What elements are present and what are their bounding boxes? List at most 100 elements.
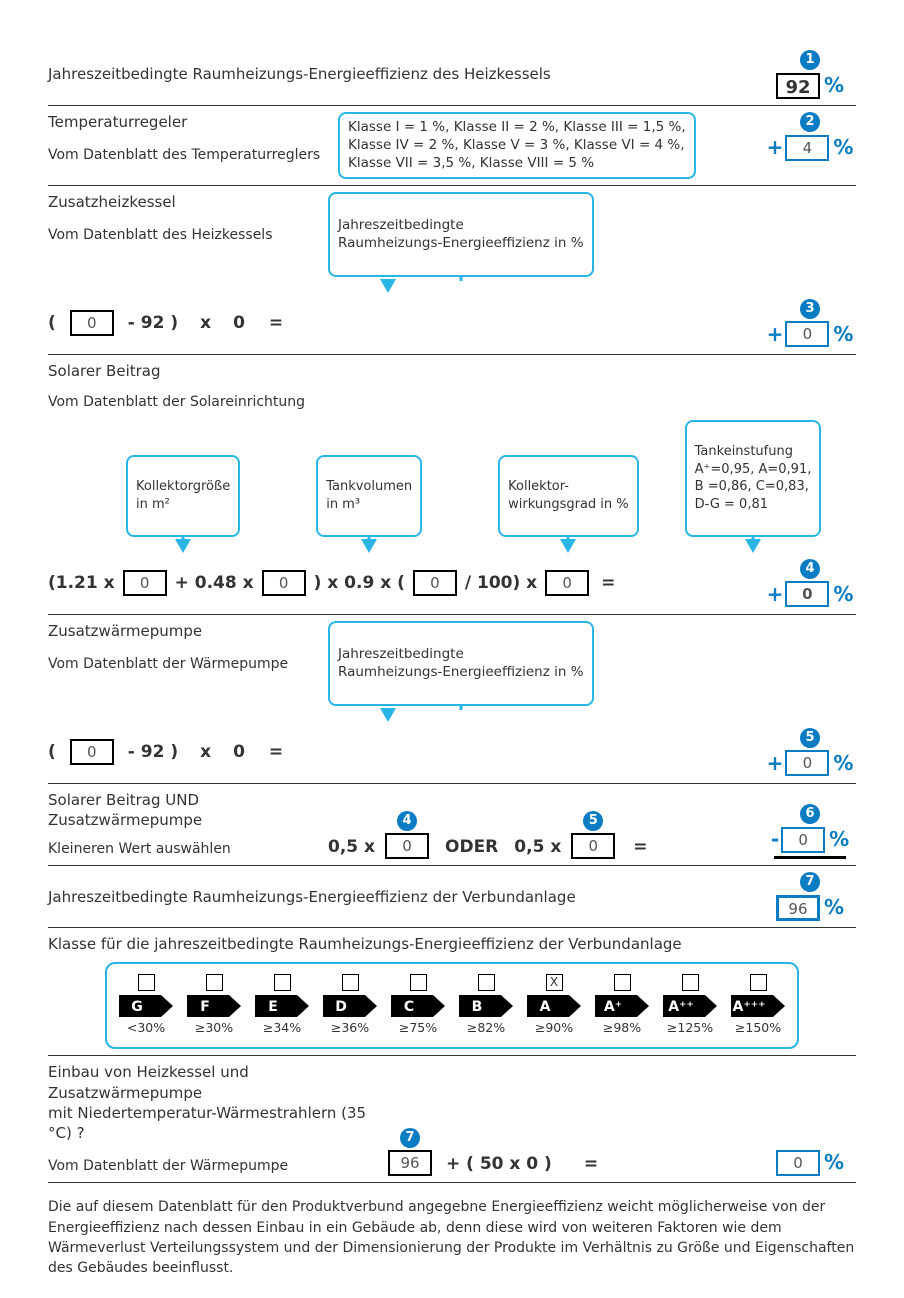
class-threshold: ≥125%	[667, 1020, 713, 1037]
fmt-factor: 0	[233, 312, 245, 335]
class-threshold: ≥75%	[399, 1020, 437, 1037]
s8-value: 0	[776, 1150, 820, 1176]
class-item: A⁺ ≥98%	[595, 974, 649, 1037]
class-arrow-icon: C	[391, 995, 445, 1017]
class-item: E ≥34%	[255, 974, 309, 1037]
s8-plus: + ( 50 x 0 )	[446, 1153, 552, 1176]
s2-value: 4	[785, 135, 829, 161]
s5-callout-text: Jahreszeitbedingte Raumheizungs-Energiee…	[338, 646, 584, 680]
s7-title: Jahreszeitbedingte Raumheizungs-Energiee…	[48, 887, 576, 907]
section-solar: Solarer Beitrag Vom Datenblatt der Solar…	[48, 361, 856, 608]
class-arrow-icon: F	[187, 995, 241, 1017]
s4-v3[interactable]: 0	[413, 570, 457, 596]
class-threshold: ≥82%	[467, 1020, 505, 1037]
class-arrow-icon: B	[459, 995, 513, 1017]
s8-v1[interactable]: 96	[388, 1150, 432, 1176]
class-checkbox[interactable]	[138, 974, 155, 991]
class-threshold: ≥150%	[735, 1020, 781, 1037]
class-arrow-icon: G	[119, 995, 173, 1017]
class-checkbox[interactable]: X	[546, 974, 563, 991]
class-arrow-icon: A⁺⁺	[663, 995, 717, 1017]
s4-c2: Tankvolumen in m³	[316, 455, 422, 537]
svg-text:A⁺: A⁺	[604, 999, 622, 1015]
s6-oder: ODER	[445, 836, 498, 859]
class-item: A⁺⁺⁺ ≥150%	[731, 974, 785, 1037]
s2-callout: Klasse I = 1 %, Klasse II = 2 %, Klasse …	[338, 112, 696, 179]
class-checkbox[interactable]	[750, 974, 767, 991]
class-checkbox[interactable]	[410, 974, 427, 991]
s3-value: 0	[785, 321, 829, 347]
svg-text:F: F	[200, 999, 210, 1015]
class-threshold: ≥36%	[331, 1020, 369, 1037]
class-item: D≥36%	[323, 974, 377, 1037]
s7-value: 96	[776, 895, 820, 921]
s8-sub: Vom Datenblatt der Wärmepumpe	[48, 1157, 388, 1176]
section-boiler-efficiency: Jahreszeitbedingte Raumheizungs-Energiee…	[48, 50, 856, 99]
section-solar-and-heatpump: Solarer Beitrag UND Zusatzwärmepumpe Kle…	[48, 790, 856, 859]
section-heatpump: Zusatzwärmepumpe Vom Datenblatt der Wärm…	[48, 621, 856, 777]
badge-4: 4	[800, 559, 820, 579]
s4-value: 0	[785, 581, 829, 607]
class-item: XA ≥90%	[527, 974, 581, 1037]
s6-sign: -	[771, 826, 779, 853]
s5-eq: =	[269, 741, 283, 764]
svg-text:A⁺⁺⁺: A⁺⁺⁺	[732, 999, 765, 1015]
class-checkbox[interactable]	[614, 974, 631, 991]
s3-sub: Vom Datenblatt des Heizkessels	[48, 226, 328, 245]
s7-unit: %	[824, 894, 844, 921]
badge-7: 7	[800, 872, 820, 892]
divider	[48, 614, 856, 615]
s2-title: Temperaturregeler	[48, 112, 338, 132]
divider	[48, 105, 856, 106]
s4-sub: Vom Datenblatt der Solareinrichtung	[48, 393, 856, 412]
class-checkbox[interactable]	[682, 974, 699, 991]
s6-v1[interactable]: 0	[385, 833, 429, 859]
s3-sign: +	[767, 321, 784, 348]
fmt-times: x	[200, 312, 211, 335]
svg-text:E: E	[268, 999, 278, 1015]
s6-half1: 0,5 x	[328, 836, 375, 859]
class-threshold: <30%	[127, 1020, 165, 1037]
class-threshold: ≥90%	[535, 1020, 573, 1037]
s5-input[interactable]: 0	[70, 739, 114, 765]
s5-factor: 0	[233, 741, 245, 764]
s6-value: 0	[781, 827, 825, 853]
s4f-d: / 100) x	[465, 572, 537, 595]
s4-v1[interactable]: 0	[123, 570, 167, 596]
class-threshold: ≥34%	[263, 1020, 301, 1037]
s6-unit: %	[829, 826, 849, 853]
section-supplementary-boiler: Zusatzheizkessel Vom Datenblatt des Heiz…	[48, 192, 856, 348]
class-checkbox[interactable]	[206, 974, 223, 991]
svg-text:A: A	[540, 999, 551, 1015]
badge-3: 3	[800, 299, 820, 319]
s4-v4[interactable]: 0	[545, 570, 589, 596]
s5-open: (	[48, 741, 56, 764]
s4-title: Solarer Beitrag	[48, 361, 856, 381]
s6-eq: =	[633, 836, 647, 859]
divider	[48, 783, 856, 784]
s4-c1: Kollektorgröße in m²	[126, 455, 240, 537]
class-threshold: ≥98%	[603, 1020, 641, 1037]
s4f-b: + 0.48 x	[175, 572, 254, 595]
svg-text:B: B	[472, 999, 483, 1015]
class-checkbox[interactable]	[478, 974, 495, 991]
class-checkbox[interactable]	[274, 974, 291, 991]
s4-c2-text: Tankvolumen in m³	[326, 479, 412, 512]
fmt-minus: - 92 )	[128, 312, 178, 335]
s6-half2: 0,5 x	[514, 836, 561, 859]
section-low-temp: Einbau von Heizkessel und Zusatzwärmepum…	[48, 1062, 856, 1176]
ref-5: 5	[583, 811, 603, 831]
s3-unit: %	[833, 321, 853, 348]
s2-sign: +	[767, 134, 784, 161]
section-temp-controller: Temperaturregeler Vom Datenblatt des Tem…	[48, 112, 856, 179]
class-checkbox[interactable]	[342, 974, 359, 991]
divider	[48, 354, 856, 355]
s4-sign: +	[767, 581, 784, 608]
s4f-eq: =	[601, 572, 615, 595]
s4-v2[interactable]: 0	[262, 570, 306, 596]
s5-callout: Jahreszeitbedingte Raumheizungs-Energiee…	[328, 621, 594, 706]
s4-unit: %	[833, 581, 853, 608]
s6-v2[interactable]: 0	[571, 833, 615, 859]
s3-callout-text: Jahreszeitbedingte Raumheizungs-Energiee…	[338, 217, 584, 251]
s3-input[interactable]: 0	[70, 310, 114, 336]
